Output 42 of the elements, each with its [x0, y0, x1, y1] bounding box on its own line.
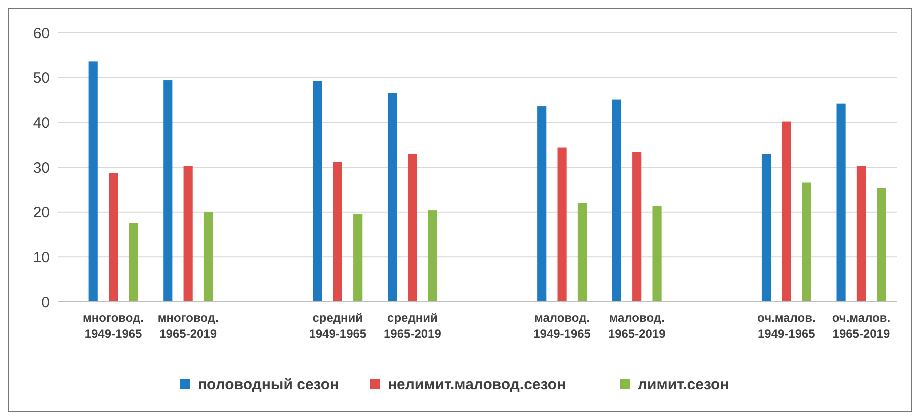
bar — [204, 212, 214, 302]
x-tick-label: многовод. 1949-1965 — [83, 311, 144, 341]
x-tick-label: оч.малов. 1949-1965 — [758, 311, 816, 341]
x-tick-label: многовод. 1965-2019 — [158, 311, 219, 341]
bar — [538, 106, 547, 302]
legend-label: лимит.сезон — [638, 376, 730, 394]
bar — [762, 154, 772, 302]
x-tick-label: оч.малов. 1965-2019 — [832, 311, 891, 341]
x-tick-label: средний 1949-1965 — [309, 311, 367, 341]
bar — [164, 80, 173, 302]
x-tick-label: маловод. 1949-1965 — [534, 311, 592, 341]
bar — [856, 166, 866, 302]
x-tick-label: средний 1965-2019 — [384, 311, 442, 341]
bar — [652, 206, 662, 302]
bar — [802, 182, 812, 302]
bar — [129, 223, 138, 302]
legend-label: половодный сезон — [198, 376, 340, 394]
bar — [184, 166, 193, 302]
bar — [877, 188, 886, 302]
y-tick-label: 0 — [42, 294, 50, 312]
bar — [428, 210, 438, 302]
y-tick-label: 50 — [33, 70, 50, 88]
bar — [313, 81, 322, 302]
y-tick-label: 20 — [33, 204, 50, 222]
bar — [388, 93, 398, 302]
bar — [354, 214, 363, 302]
legend-label: нелимит.маловод.сезон — [388, 376, 566, 394]
y-tick-label: 10 — [33, 249, 50, 266]
y-tick-label: 60 — [33, 25, 50, 42]
bar — [108, 173, 118, 302]
y-tick-label: 40 — [33, 114, 50, 132]
bar — [578, 203, 588, 302]
bar — [88, 62, 98, 302]
y-tick-label: 30 — [33, 160, 50, 177]
bar — [836, 104, 846, 302]
bar — [558, 148, 567, 302]
bar — [333, 162, 342, 302]
bar — [408, 154, 418, 302]
bar — [782, 122, 792, 302]
bar — [612, 100, 622, 302]
x-tick-label: маловод. 1965-2019 — [608, 311, 666, 341]
bar — [632, 152, 642, 302]
